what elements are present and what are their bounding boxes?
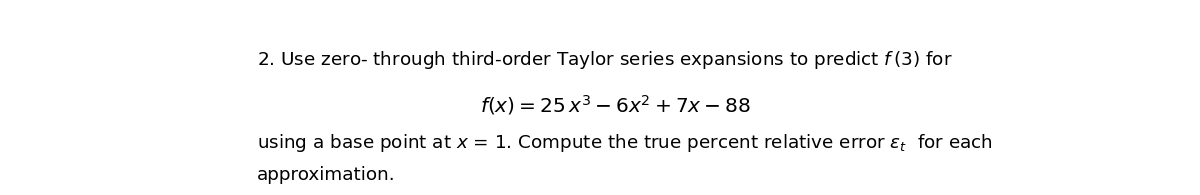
Text: $f(x) = 25\,x^3 - 6x^2 + 7x - 88$: $f(x) = 25\,x^3 - 6x^2 + 7x - 88$ — [480, 93, 750, 117]
Text: using a base point at $x$ = 1. Compute the true percent relative error $\varepsi: using a base point at $x$ = 1. Compute t… — [257, 132, 992, 154]
Text: 2. Use zero- through third-order Taylor series expansions to predict $f\,(3)$ fo: 2. Use zero- through third-order Taylor … — [257, 49, 953, 71]
Text: approximation.: approximation. — [257, 166, 396, 184]
